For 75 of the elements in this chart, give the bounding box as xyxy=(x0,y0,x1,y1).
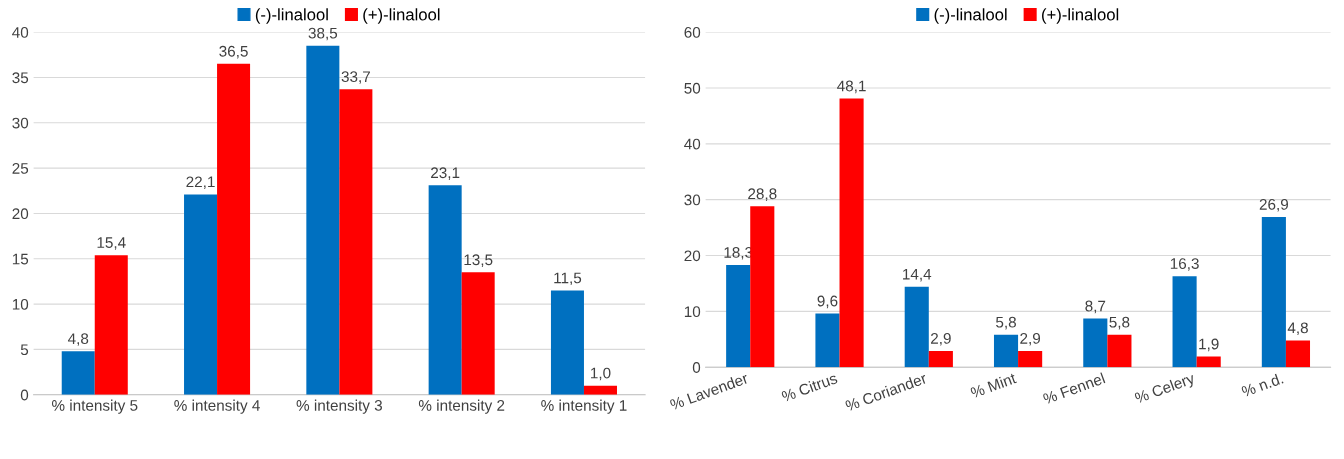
bar xyxy=(94,255,128,395)
data-label: 26,9 xyxy=(1259,198,1289,212)
data-label: 13,5 xyxy=(464,254,493,267)
y-tick-label: 5 xyxy=(20,344,29,356)
y-tick-label: 30 xyxy=(684,194,701,206)
data-label: 16,3 xyxy=(1170,258,1199,271)
bar xyxy=(428,185,462,395)
y-tick-label: 20 xyxy=(12,208,29,220)
bar xyxy=(1018,351,1043,368)
legend-label: (-)-linalool xyxy=(934,8,1007,24)
x-tick-label: % intensity 3 xyxy=(296,399,382,414)
bar xyxy=(1261,216,1286,368)
y-tick-label: 15 xyxy=(12,253,29,265)
y-tick-label: 0 xyxy=(20,389,29,401)
x-tick-label: % Citrus xyxy=(780,372,838,403)
y-tick-label: 40 xyxy=(12,27,29,38)
data-label: 5,8 xyxy=(1109,316,1130,330)
y-tick-label: 35 xyxy=(12,72,29,84)
bar xyxy=(1107,334,1132,368)
y-tick-label: 10 xyxy=(12,298,29,310)
data-label: 33,7 xyxy=(341,71,370,84)
data-label: 8,7 xyxy=(1085,300,1106,314)
data-label: 5,8 xyxy=(996,316,1016,330)
legend-label: (+)-linalool xyxy=(1042,8,1119,24)
data-label: 1,9 xyxy=(1199,338,1219,352)
data-label: 9,6 xyxy=(817,295,838,309)
data-label: 2,9 xyxy=(931,333,951,346)
data-label: 1,0 xyxy=(591,367,611,381)
data-label: 38,5 xyxy=(308,27,338,41)
bar xyxy=(1083,318,1108,368)
bar xyxy=(993,334,1019,368)
data-label: 4,8 xyxy=(1287,322,1308,336)
bar xyxy=(904,286,929,368)
bar xyxy=(1172,276,1197,368)
y-tick-label: 50 xyxy=(684,82,701,94)
legend-label: (+)-linalool xyxy=(363,8,440,24)
y-tick-label: 25 xyxy=(12,162,29,174)
bar xyxy=(339,89,373,395)
y-tick-label: 60 xyxy=(684,27,701,38)
bar xyxy=(1196,356,1221,368)
bar xyxy=(306,45,340,395)
data-label: 48,1 xyxy=(837,80,866,94)
bar xyxy=(1285,340,1311,368)
x-tick-label: % Mint xyxy=(969,372,1017,399)
y-tick-label: 20 xyxy=(684,250,701,262)
data-label: 22,1 xyxy=(186,176,215,190)
data-label: 4,8 xyxy=(67,333,89,346)
x-tick-label: % Celery xyxy=(1134,372,1197,407)
x-tick-label: % intensity 2 xyxy=(418,399,505,414)
bar xyxy=(550,290,584,395)
y-tick-label: 40 xyxy=(684,138,701,150)
bar xyxy=(217,63,251,395)
data-label: 11,5 xyxy=(554,272,582,286)
data-label: 2,9 xyxy=(1020,333,1041,346)
x-tick-label: % n.d. xyxy=(1240,372,1284,398)
y-tick-label: 10 xyxy=(684,306,701,318)
bar xyxy=(61,351,95,395)
data-label: 15,4 xyxy=(97,237,126,250)
bar xyxy=(461,272,495,395)
bar xyxy=(815,313,840,368)
bar xyxy=(750,206,775,368)
bar xyxy=(726,265,751,368)
data-label: 28,8 xyxy=(748,188,777,201)
y-tick-label: 30 xyxy=(12,117,29,129)
bar xyxy=(184,194,218,395)
data-label: 14,4 xyxy=(903,268,932,282)
data-label: 36,5 xyxy=(219,45,248,59)
y-tick-label: 0 xyxy=(692,362,701,373)
bar xyxy=(928,351,953,368)
x-tick-label: % intensity 4 xyxy=(174,399,260,414)
x-tick-label: % intensity 1 xyxy=(541,399,627,414)
legend-label: (-)-linalool xyxy=(255,8,328,24)
data-label: 23,1 xyxy=(431,167,460,180)
x-tick-label: % intensity 5 xyxy=(51,399,138,414)
bar xyxy=(839,98,864,368)
